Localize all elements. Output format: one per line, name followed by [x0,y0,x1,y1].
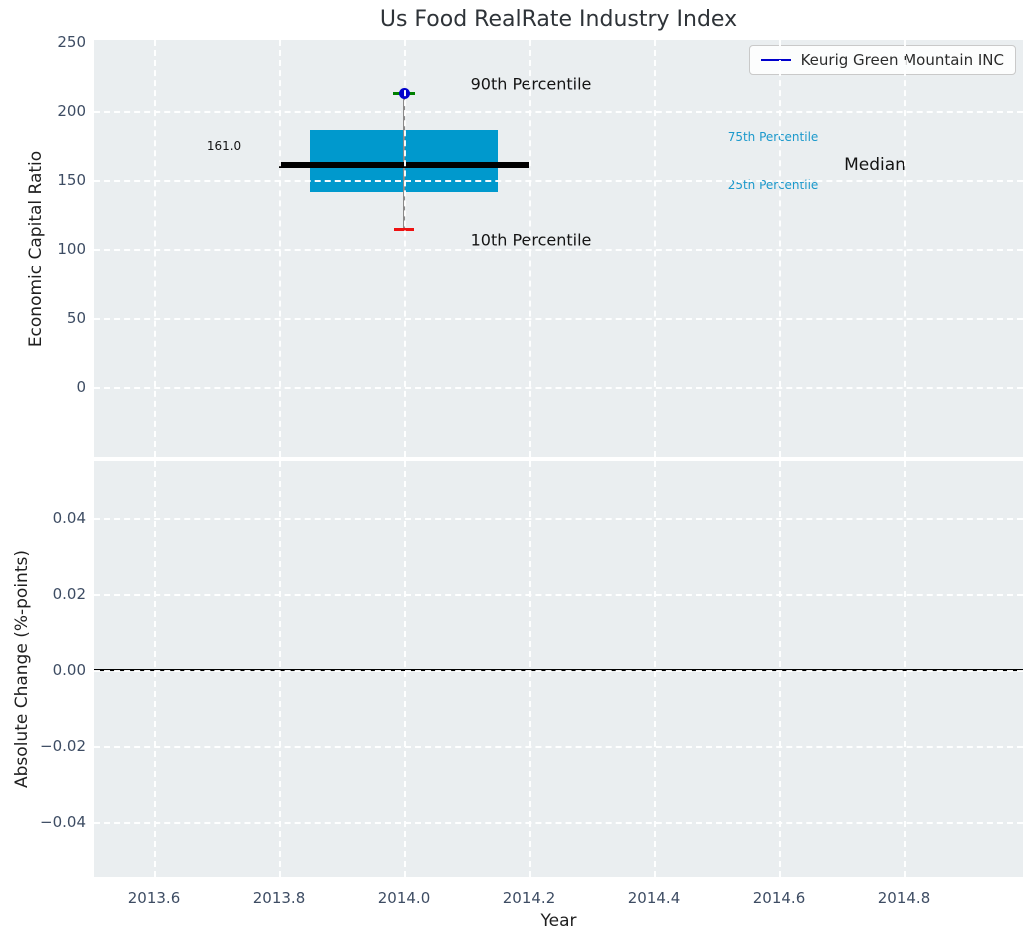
y-tick-label: 50 [66,309,86,327]
x-tick-label: 2013.8 [252,889,306,907]
gridline-vertical [529,461,531,877]
gridline-vertical [654,461,656,877]
y-tick-label: 0 [76,378,86,396]
gridline-vertical [279,461,281,877]
y-tick-label: 0.04 [52,508,86,527]
gridline-horizontal [94,111,1023,113]
bottom-axes [94,461,1023,877]
top-axes: 90th Percentile 10th Percentile 75th Per… [94,40,1023,457]
gridline-vertical [404,461,406,877]
median-annotation: Median [844,154,906,175]
chart-title: Us Food RealRate Industry Index [379,7,738,32]
legend: Keurig Green Mountain INC [748,45,1016,75]
gridline-horizontal [94,517,1023,520]
gridline-horizontal [94,249,1023,251]
y-tick-label: 100 [57,240,86,258]
x-axis-label: Year [540,911,577,931]
gridline-vertical [654,40,656,457]
y-tick-label: 200 [57,102,86,120]
y-tick-label: 0.02 [52,584,86,603]
gridline-vertical [904,461,906,877]
y-tick-label: −0.02 [40,736,86,755]
gridline-vertical [529,40,531,457]
p75-annotation: 75th Percentile [727,130,819,145]
y-tick-label: 0.00 [52,660,86,679]
p90-annotation: 90th Percentile [470,74,592,94]
gridline-horizontal [94,387,1023,389]
gridline-vertical [779,461,781,877]
x-tick-label: 2014.6 [752,889,806,907]
gridline-vertical [154,40,156,457]
gridline-horizontal [94,669,1023,672]
gridline-vertical [904,40,906,457]
x-tick-label: 2014.2 [502,889,556,907]
x-tick-label: 2014.4 [627,889,681,907]
x-tick-label: 2014.0 [377,889,431,907]
y-tick-label: −0.04 [40,812,86,831]
gridline-horizontal [94,180,1023,182]
boxplot-whisker-line [403,93,405,230]
x-tick-label: 2014.8 [877,889,931,907]
y-tick-label: 250 [57,33,86,51]
median-value-label: 161.0 [206,138,242,153]
gridline-horizontal [94,593,1023,596]
gridline-horizontal [94,745,1023,748]
p10-annotation: 10th Percentile [470,230,592,250]
gridline-vertical [154,461,156,877]
gridline-vertical [404,40,406,457]
legend-line-swatch-icon [760,59,791,61]
legend-label: Keurig Green Mountain INC [800,51,1004,69]
gridline-horizontal [94,318,1023,320]
x-tick-label: 2013.6 [127,889,181,907]
y-tick-label: 150 [57,171,86,189]
gridline-horizontal [94,821,1023,824]
gridline-vertical [279,40,281,457]
gridline-vertical [779,40,781,457]
